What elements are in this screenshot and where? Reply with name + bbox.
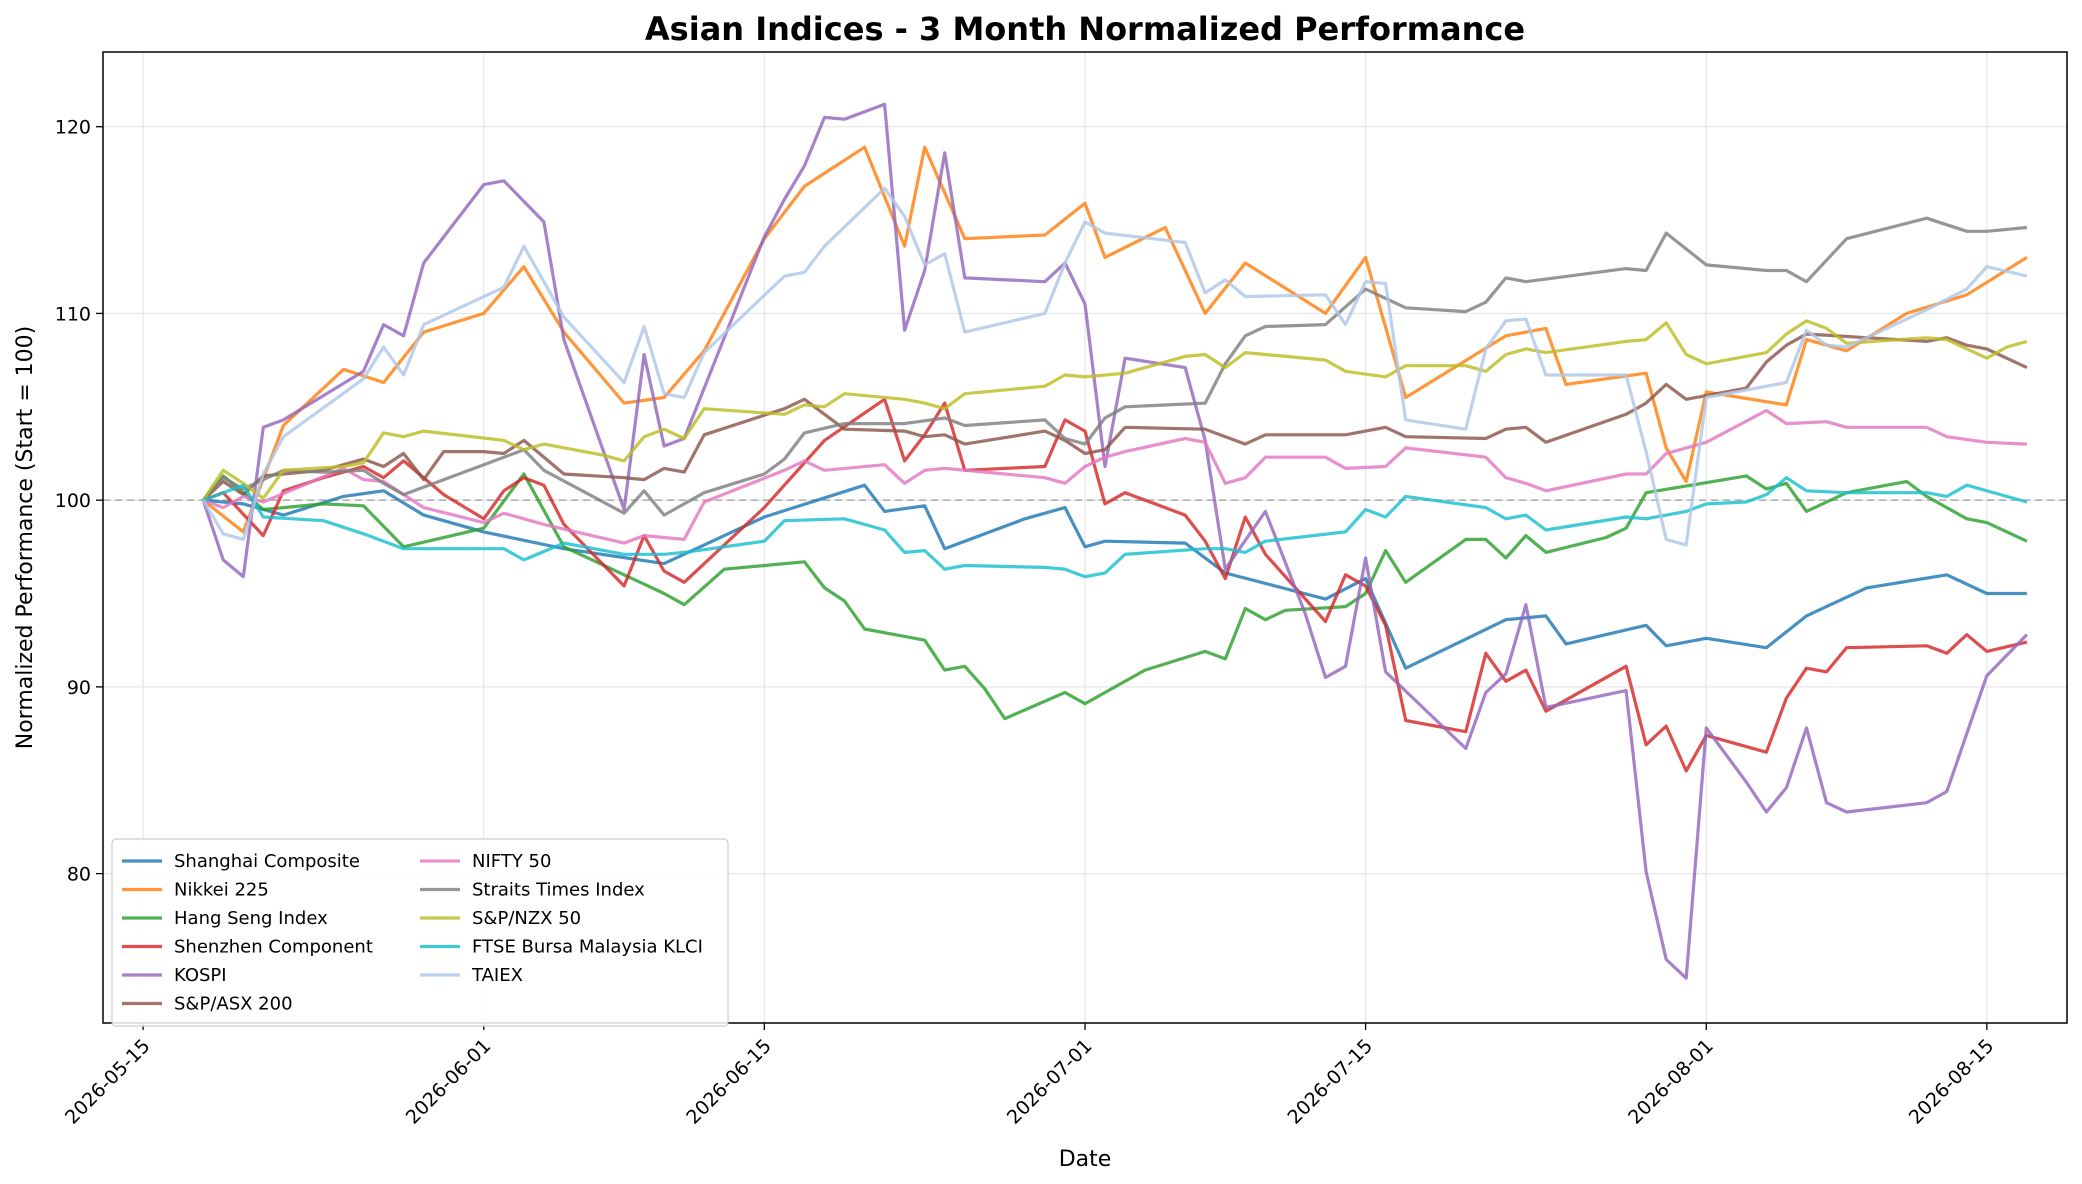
y-tick-label: 120	[55, 117, 91, 139]
legend-label: Straits Times Index	[472, 880, 645, 901]
legend-label: Nikkei 225	[174, 880, 269, 901]
legend-item: S&P/NZX 50	[420, 908, 581, 929]
x-axis-label: Date	[1059, 1147, 1112, 1172]
y-tick-label: 80	[67, 864, 91, 886]
legend-item: Shanghai Composite	[122, 851, 360, 872]
series-line	[202, 397, 2028, 773]
series-line	[202, 332, 2028, 502]
series-line	[202, 145, 2028, 534]
legend-item: Shenzhen Component	[122, 937, 373, 958]
legend-item: KOSPI	[122, 965, 227, 986]
legend-label: FTSE Bursa Malaysia KLCI	[472, 937, 703, 958]
series-line	[201, 186, 2028, 547]
legend-label: Shenzhen Component	[174, 937, 373, 958]
legend: Shanghai Composite Nikkei 225 Hang Seng In…	[111, 838, 729, 1027]
series-lines	[201, 102, 2029, 980]
series-line	[202, 408, 2027, 545]
legend-label: Hang Seng Index	[174, 908, 328, 929]
series-line	[201, 102, 2029, 980]
chart-title: Asian Indices - 3 Month Normalized Perfo…	[645, 10, 1525, 48]
legend-label: S&P/NZX 50	[472, 908, 581, 929]
legend-label: S&P/ASX 200	[174, 994, 293, 1015]
series-line	[201, 319, 2028, 502]
legend-label: KOSPI	[174, 965, 227, 986]
legend-item: Hang Seng Index	[122, 908, 328, 929]
legend-item: TAIEX	[420, 965, 523, 986]
series-line	[202, 476, 2028, 579]
y-axis: 80 90 100 110 120	[55, 117, 103, 886]
legend-label: TAIEX	[471, 965, 523, 986]
series-line	[202, 216, 2028, 517]
y-tick-label: 90	[67, 677, 91, 699]
legend-item: Straits Times Index	[420, 880, 645, 901]
legend-item: Nikkei 225	[122, 880, 269, 901]
legend-item: NIFTY 50	[420, 851, 551, 872]
legend-box	[111, 838, 729, 1027]
y-tick-label: 110	[55, 303, 91, 325]
legend-label: Shanghai Composite	[174, 851, 360, 872]
legend-label: NIFTY 50	[472, 851, 551, 872]
legend-item: S&P/ASX 200	[122, 994, 293, 1015]
y-tick-label: 100	[55, 490, 91, 512]
legend-item: FTSE Bursa Malaysia KLCI	[420, 937, 703, 958]
y-axis-label: Normalized Performance (Start = 100)	[13, 326, 38, 749]
